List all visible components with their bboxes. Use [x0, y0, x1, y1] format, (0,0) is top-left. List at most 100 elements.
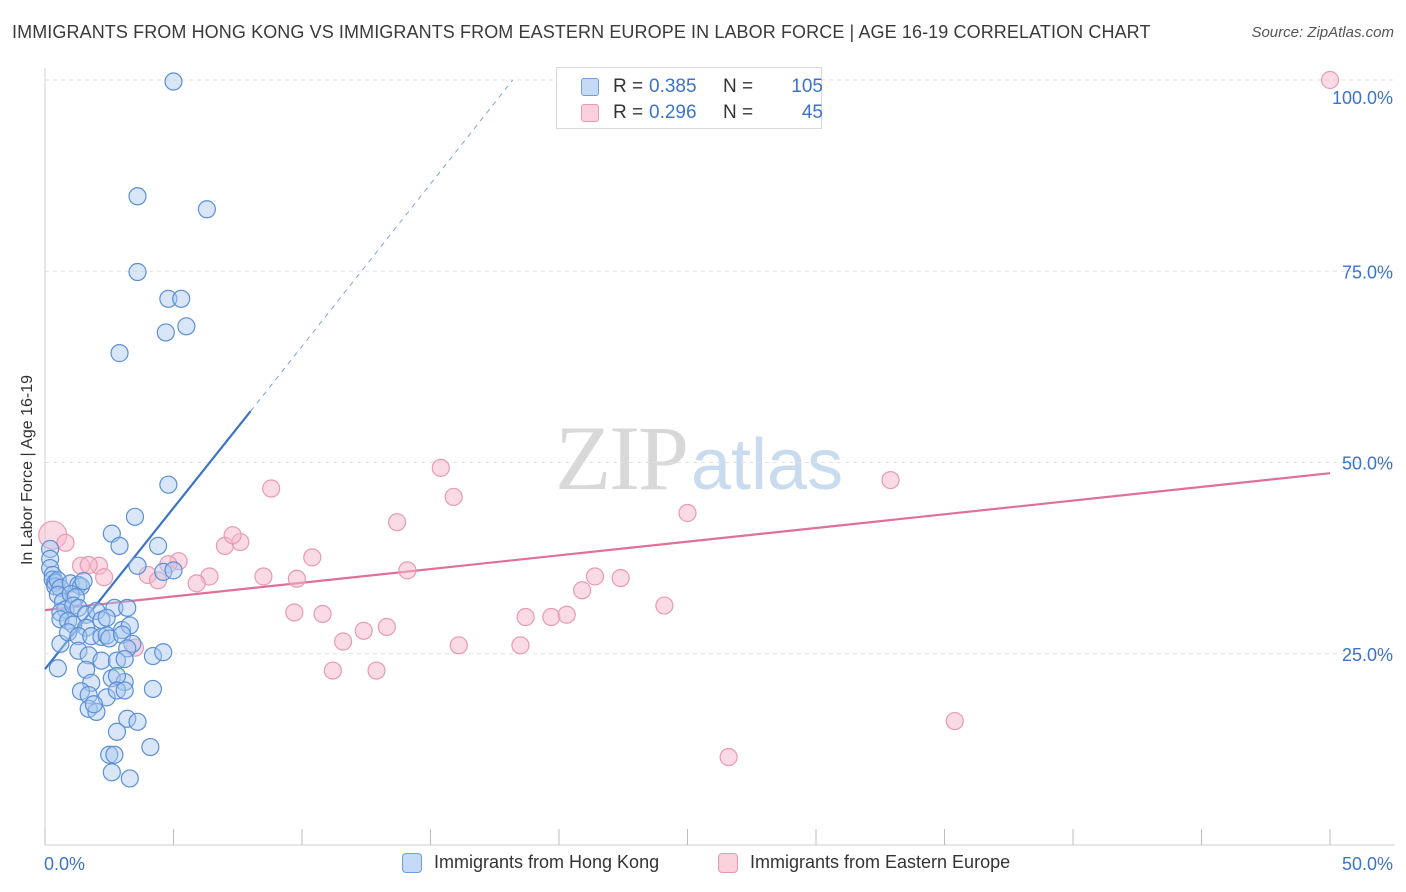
legend-r-label: R = — [613, 102, 644, 123]
data-point-hong-kong — [105, 598, 124, 617]
data-point-hong-kong — [84, 695, 103, 714]
data-point-hong-kong — [143, 679, 163, 699]
data-point-hong-kong — [159, 475, 178, 494]
data-point-hong-kong — [118, 639, 137, 658]
data-point-hong-kong — [69, 641, 88, 660]
trend-line-hong-kong-extension — [250, 79, 514, 412]
data-point-hong-kong — [92, 651, 111, 670]
data-point-eastern-europe — [945, 711, 964, 731]
data-point-hong-kong — [107, 722, 127, 741]
data-point-hong-kong — [59, 623, 78, 642]
trend-lines — [44, 79, 1331, 670]
legend-r-value: 0.296 — [649, 102, 697, 123]
data-point-eastern-europe — [585, 567, 605, 586]
data-point-eastern-europe — [334, 632, 353, 651]
data-point-hong-kong — [177, 317, 196, 336]
y-tick-label: 100.0% — [1332, 88, 1393, 108]
data-point-hong-kong — [100, 745, 119, 764]
data-point-eastern-europe — [254, 567, 273, 586]
data-point-eastern-europe — [95, 568, 114, 587]
data-point-hong-kong — [148, 536, 168, 555]
data-point-eastern-europe — [287, 569, 306, 588]
legend-swatch-blue — [581, 78, 599, 96]
data-point-hong-kong — [41, 539, 60, 559]
bottom-legend-hong-kong: Immigrants from Hong Kong — [402, 852, 659, 873]
data-point-hong-kong — [164, 72, 183, 91]
data-point-hong-kong — [120, 769, 139, 788]
data-point-hong-kong — [115, 650, 134, 669]
bottom-legend-swatch-blue — [402, 852, 422, 873]
x-tick-label: 0.0% — [44, 854, 85, 874]
data-point-eastern-europe — [719, 747, 738, 767]
data-point-hong-kong — [128, 556, 147, 575]
data-point-hong-kong — [156, 323, 175, 342]
watermark-zip: ZIP — [555, 407, 689, 509]
data-point-eastern-europe — [1320, 70, 1340, 90]
bottom-legend-label: Immigrants from Hong Kong — [434, 852, 660, 872]
data-point-hong-kong — [128, 262, 147, 282]
data-point-hong-kong — [120, 616, 139, 635]
bottom-legend-swatch-pink — [718, 852, 738, 873]
data-point-hong-kong — [110, 344, 129, 363]
y-tick-label: 75.0% — [1342, 262, 1393, 282]
data-point-eastern-europe — [313, 604, 332, 624]
data-point-hong-kong — [61, 584, 80, 604]
data-point-eastern-europe — [354, 621, 373, 640]
legend-n-value: 45 — [801, 102, 823, 123]
legend-r-label: R = — [613, 76, 644, 97]
data-point-eastern-europe — [881, 470, 900, 490]
data-point-eastern-europe — [377, 617, 396, 637]
data-point-hong-kong — [128, 187, 147, 206]
data-point-eastern-europe — [187, 574, 206, 593]
legend-n-value: 105 — [791, 76, 823, 97]
data-point-eastern-europe — [431, 458, 450, 477]
data-point-hong-kong — [159, 289, 178, 308]
watermark: ZIPatlas — [555, 405, 843, 511]
data-point-eastern-europe — [444, 487, 463, 507]
data-point-hong-kong — [154, 643, 173, 662]
data-point-eastern-europe — [262, 479, 281, 498]
data-point-eastern-europe — [398, 561, 417, 580]
data-point-hong-kong — [112, 625, 132, 644]
data-point-hong-kong — [97, 626, 116, 645]
data-point-hong-kong — [79, 685, 98, 705]
data-point-eastern-europe — [611, 568, 630, 588]
data-point-hong-kong — [102, 763, 121, 782]
bottom-legend-label: Immigrants from Eastern Europe — [750, 852, 1011, 872]
data-point-hong-kong — [143, 646, 163, 666]
bottom-legend-eastern-europe: Immigrants from Eastern Europe — [718, 852, 1010, 873]
data-point-eastern-europe — [449, 636, 468, 655]
source-credit: Source: ZipAtlas.com — [1251, 24, 1394, 41]
y-tick-label: 25.0% — [1342, 645, 1393, 665]
data-point-hong-kong — [164, 561, 183, 580]
data-point-eastern-europe — [511, 636, 530, 655]
correlation-legend: R = 0.385 N = 105 R = 0.296 N = 45 — [556, 67, 823, 129]
data-point-hong-kong — [69, 627, 88, 646]
series-hong-kong — [41, 72, 217, 788]
data-point-hong-kong — [172, 289, 191, 308]
y-tick-label: 50.0% — [1342, 454, 1393, 474]
data-point-hong-kong — [74, 571, 93, 591]
data-point-hong-kong — [110, 536, 129, 555]
legend-swatch-pink — [581, 104, 599, 122]
data-point-eastern-europe — [79, 555, 98, 575]
data-point-hong-kong — [128, 712, 147, 731]
data-point-hong-kong — [115, 681, 134, 700]
series-eastern-europe — [38, 70, 1340, 767]
trend-line-eastern-europe — [44, 472, 1331, 612]
data-point-eastern-europe — [542, 607, 561, 627]
axes — [44, 68, 1395, 846]
watermark-atlas: atlas — [691, 425, 844, 505]
x-tick-label: 50.0% — [1342, 854, 1393, 874]
data-point-eastern-europe — [573, 581, 592, 600]
legend-n-label: N = — [723, 76, 754, 97]
data-point-hong-kong — [105, 745, 124, 764]
data-point-hong-kong — [107, 681, 127, 700]
data-point-hong-kong — [118, 598, 137, 617]
data-point-hong-kong — [107, 666, 127, 686]
data-point-hong-kong — [69, 598, 88, 617]
data-point-eastern-europe — [678, 503, 697, 523]
data-point-eastern-europe — [367, 661, 386, 680]
data-point-eastern-europe — [303, 548, 322, 567]
data-point-eastern-europe — [323, 661, 342, 680]
